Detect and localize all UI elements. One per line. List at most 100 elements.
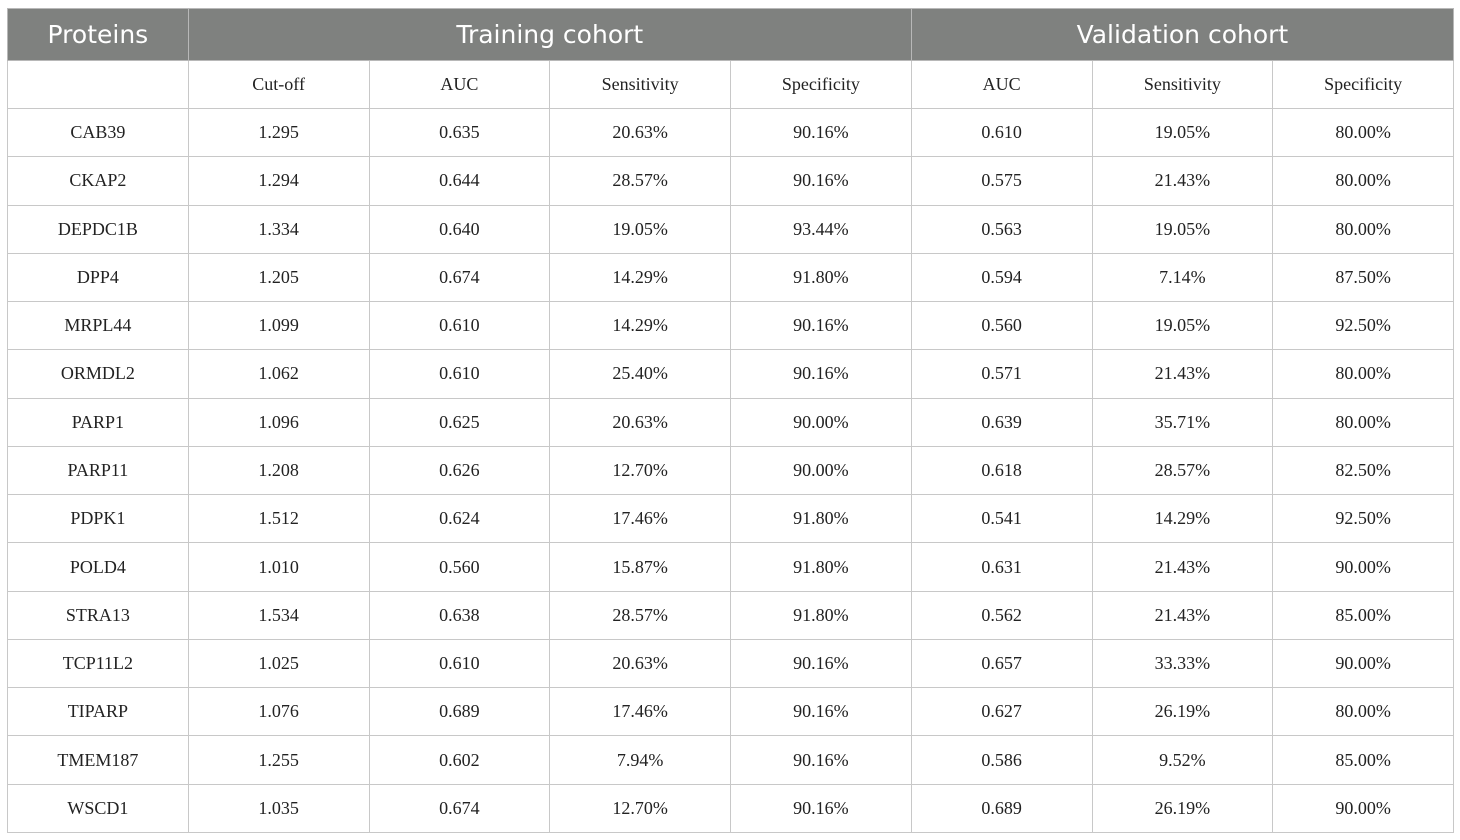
table-cell: 0.610 (368, 301, 551, 351)
table-cell: 85.00% (1272, 590, 1455, 640)
table-cell: 0.635 (368, 107, 551, 158)
subheader-cell: Specificity (730, 60, 912, 109)
table-cell: 1.076 (187, 687, 370, 737)
subheader-cell: Sensitivity (549, 60, 731, 109)
table-cell: 80.00% (1272, 204, 1455, 254)
table-cell: 93.44% (730, 204, 912, 254)
table-row: POLD4 1.010 0.560 15.87% 91.80% 0.631 21.43% 90… (7, 542, 1455, 592)
table-row: TMEM187 1.255 0.602 7.94% 90.16% 0.586 9.52% 85… (7, 735, 1455, 785)
table-cell: 0.602 (368, 735, 551, 785)
table-row: PDPK1 1.512 0.624 17.46% 91.80% 0.541 14.29% 92… (7, 494, 1455, 544)
subheader-cell: Sensitivity (1091, 60, 1274, 109)
table-cell: 90.16% (730, 156, 912, 206)
table-cell: 91.80% (730, 494, 912, 544)
table-cell: 0.624 (368, 494, 551, 544)
table-cell: 1.205 (187, 252, 370, 303)
table-cell: 25.40% (549, 349, 731, 399)
table-cell: 0.560 (368, 542, 551, 592)
protein-name-cell: CAB39 (7, 107, 189, 158)
table-cell: 0.657 (910, 638, 1093, 689)
table-cell: 12.70% (549, 783, 731, 834)
table-cell: 0.594 (910, 252, 1093, 303)
table-cell: 80.00% (1272, 107, 1455, 158)
table-cell: 9.52% (1091, 735, 1274, 785)
table-cell: 0.689 (368, 687, 551, 737)
table-cell: 19.05% (549, 204, 731, 254)
table-cell: 0.644 (368, 156, 551, 206)
protein-name-cell: MRPL44 (7, 301, 189, 351)
table-cell: 80.00% (1272, 397, 1455, 447)
table-cell: 7.14% (1091, 252, 1274, 303)
table-cell: 15.87% (549, 542, 731, 592)
table-cell: 26.19% (1091, 687, 1274, 737)
table-cell: 21.43% (1091, 590, 1274, 640)
table-cell: 0.626 (368, 445, 551, 496)
table-cell: 91.80% (730, 542, 912, 592)
table-body: CAB39 1.295 0.635 20.63% 90.16% 0.610 19.05% 80… (7, 107, 1455, 834)
table-cell: 17.46% (549, 494, 731, 544)
table-cell: 0.586 (910, 735, 1093, 785)
table-cell: 14.29% (549, 301, 731, 351)
table-cell: 80.00% (1272, 156, 1455, 206)
table-cell: 1.534 (187, 590, 370, 640)
protein-name-cell: POLD4 (7, 542, 189, 592)
table-row: PARP1 1.096 0.625 20.63% 90.00% 0.639 35.71% 80… (7, 397, 1455, 447)
protein-name-cell: PARP1 (7, 397, 189, 447)
table-cell: 1.512 (187, 494, 370, 544)
table-cell: 14.29% (549, 252, 731, 303)
subheader-cell: Specificity (1272, 60, 1455, 109)
table-row: TCP11L2 1.025 0.610 20.63% 90.16% 0.657 33.33%… (7, 638, 1455, 689)
table-cell: 19.05% (1091, 204, 1274, 254)
table-cell: 1.334 (187, 204, 370, 254)
table-cell: 21.43% (1091, 542, 1274, 592)
subheader-cell: AUC (910, 60, 1093, 109)
table-row: DPP4 1.205 0.674 14.29% 91.80% 0.594 7.14% 87.5… (7, 252, 1455, 303)
table-cell: 90.16% (730, 735, 912, 785)
table-cell: 91.80% (730, 590, 912, 640)
table-cell: 80.00% (1272, 687, 1455, 737)
table-cell: 1.096 (187, 397, 370, 447)
table-row: WSCD1 1.035 0.674 12.70% 90.16% 0.689 26.19% 90… (7, 783, 1455, 834)
table-cell: 1.295 (187, 107, 370, 158)
table-cell: 0.674 (368, 783, 551, 834)
protein-name-cell: DEPDC1B (7, 204, 189, 254)
subheader-cell: Cut-off (187, 60, 370, 109)
table-cell: 90.00% (730, 445, 912, 496)
table-cell: 33.33% (1091, 638, 1274, 689)
subheader-cell: AUC (368, 60, 551, 109)
table-cell: 0.627 (910, 687, 1093, 737)
protein-name-cell: PDPK1 (7, 494, 189, 544)
table-cell: 90.00% (730, 397, 912, 447)
table-cell: 28.57% (1091, 445, 1274, 496)
protein-name-cell: CKAP2 (7, 156, 189, 206)
table-cell: 28.57% (549, 156, 731, 206)
table-row: DEPDC1B 1.334 0.640 19.05% 93.44% 0.563 19.05%… (7, 204, 1455, 254)
protein-name-cell: ORMDL2 (7, 349, 189, 399)
protein-name-cell: TMEM187 (7, 735, 189, 785)
protein-performance-table: Proteins Training cohort Validation coho… (7, 8, 1455, 834)
table-cell: 0.689 (910, 783, 1093, 834)
table-cell: 1.255 (187, 735, 370, 785)
protein-name-cell: DPP4 (7, 252, 189, 303)
table-cell: 90.16% (730, 783, 912, 834)
table-cell: 1.208 (187, 445, 370, 496)
table-row: CKAP2 1.294 0.644 28.57% 90.16% 0.575 21.43% 80… (7, 156, 1455, 206)
table-cell: 17.46% (549, 687, 731, 737)
table-cell: 0.563 (910, 204, 1093, 254)
table-cell: 26.19% (1091, 783, 1274, 834)
table-cell: 80.00% (1272, 349, 1455, 399)
table-cell: 19.05% (1091, 107, 1274, 158)
table-cell: 92.50% (1272, 301, 1455, 351)
table-cell: 28.57% (549, 590, 731, 640)
table-cell: 87.50% (1272, 252, 1455, 303)
table-cell: 1.025 (187, 638, 370, 689)
table-row: TIPARP 1.076 0.689 17.46% 90.16% 0.627 26.19% 8… (7, 687, 1455, 737)
table-cell: 20.63% (549, 397, 731, 447)
table-cell: 1.062 (187, 349, 370, 399)
table-cell: 0.541 (910, 494, 1093, 544)
table-cell: 90.16% (730, 687, 912, 737)
table-cell: 91.80% (730, 252, 912, 303)
protein-name-cell: STRA13 (7, 590, 189, 640)
table-cell: 12.70% (549, 445, 731, 496)
table-cell: 90.16% (730, 301, 912, 351)
